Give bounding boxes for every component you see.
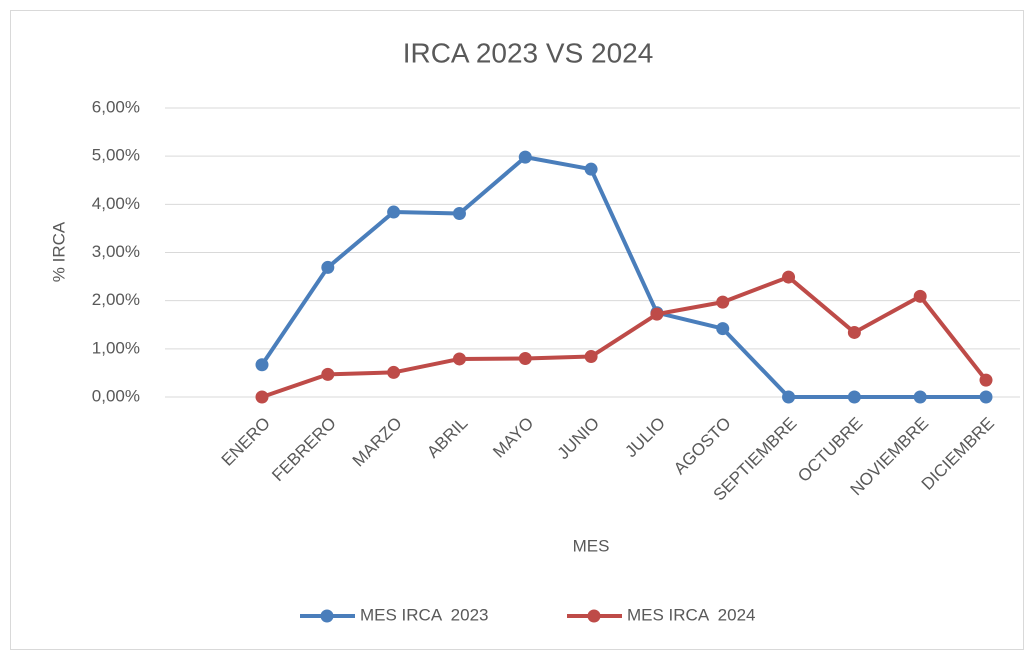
data-point [518, 150, 532, 164]
data-point [255, 390, 269, 404]
legend-label: MES IRCA 2024 [627, 605, 756, 624]
series-line [261, 275, 988, 399]
legend-marker [587, 609, 601, 623]
data-point [452, 206, 466, 220]
y-tick-label: 6,00% [92, 97, 140, 116]
data-point [387, 205, 401, 219]
y-axis-label: % IRCA [49, 221, 68, 282]
y-tick-label: 1,00% [92, 338, 140, 357]
y-tick-label: 0,00% [92, 386, 140, 405]
data-point [452, 352, 466, 366]
data-point [979, 373, 993, 387]
data-point [716, 295, 730, 309]
y-tick-label: 3,00% [92, 242, 140, 261]
data-point [979, 390, 993, 404]
data-point [847, 390, 861, 404]
data-point [847, 325, 861, 339]
data-point [913, 289, 927, 303]
legend-marker [320, 609, 334, 623]
y-tick-label: 5,00% [92, 146, 140, 165]
y-tick-label: 2,00% [92, 290, 140, 309]
data-point [584, 162, 598, 176]
data-point [782, 270, 796, 284]
data-point [518, 351, 532, 365]
data-point [782, 390, 796, 404]
data-point [913, 390, 927, 404]
data-point [584, 350, 598, 364]
series-line [260, 155, 986, 399]
chart-title: IRCA 2023 VS 2024 [403, 37, 654, 68]
data-point [387, 365, 401, 379]
legend-label: MES IRCA 2023 [360, 605, 489, 624]
y-tick-label: 4,00% [92, 194, 140, 213]
chart-frame [10, 10, 1024, 650]
x-axis-label: MES [573, 536, 610, 555]
data-point [716, 322, 730, 336]
data-point [321, 367, 335, 381]
data-point [650, 307, 664, 321]
data-point [321, 260, 335, 274]
data-point [255, 358, 269, 372]
